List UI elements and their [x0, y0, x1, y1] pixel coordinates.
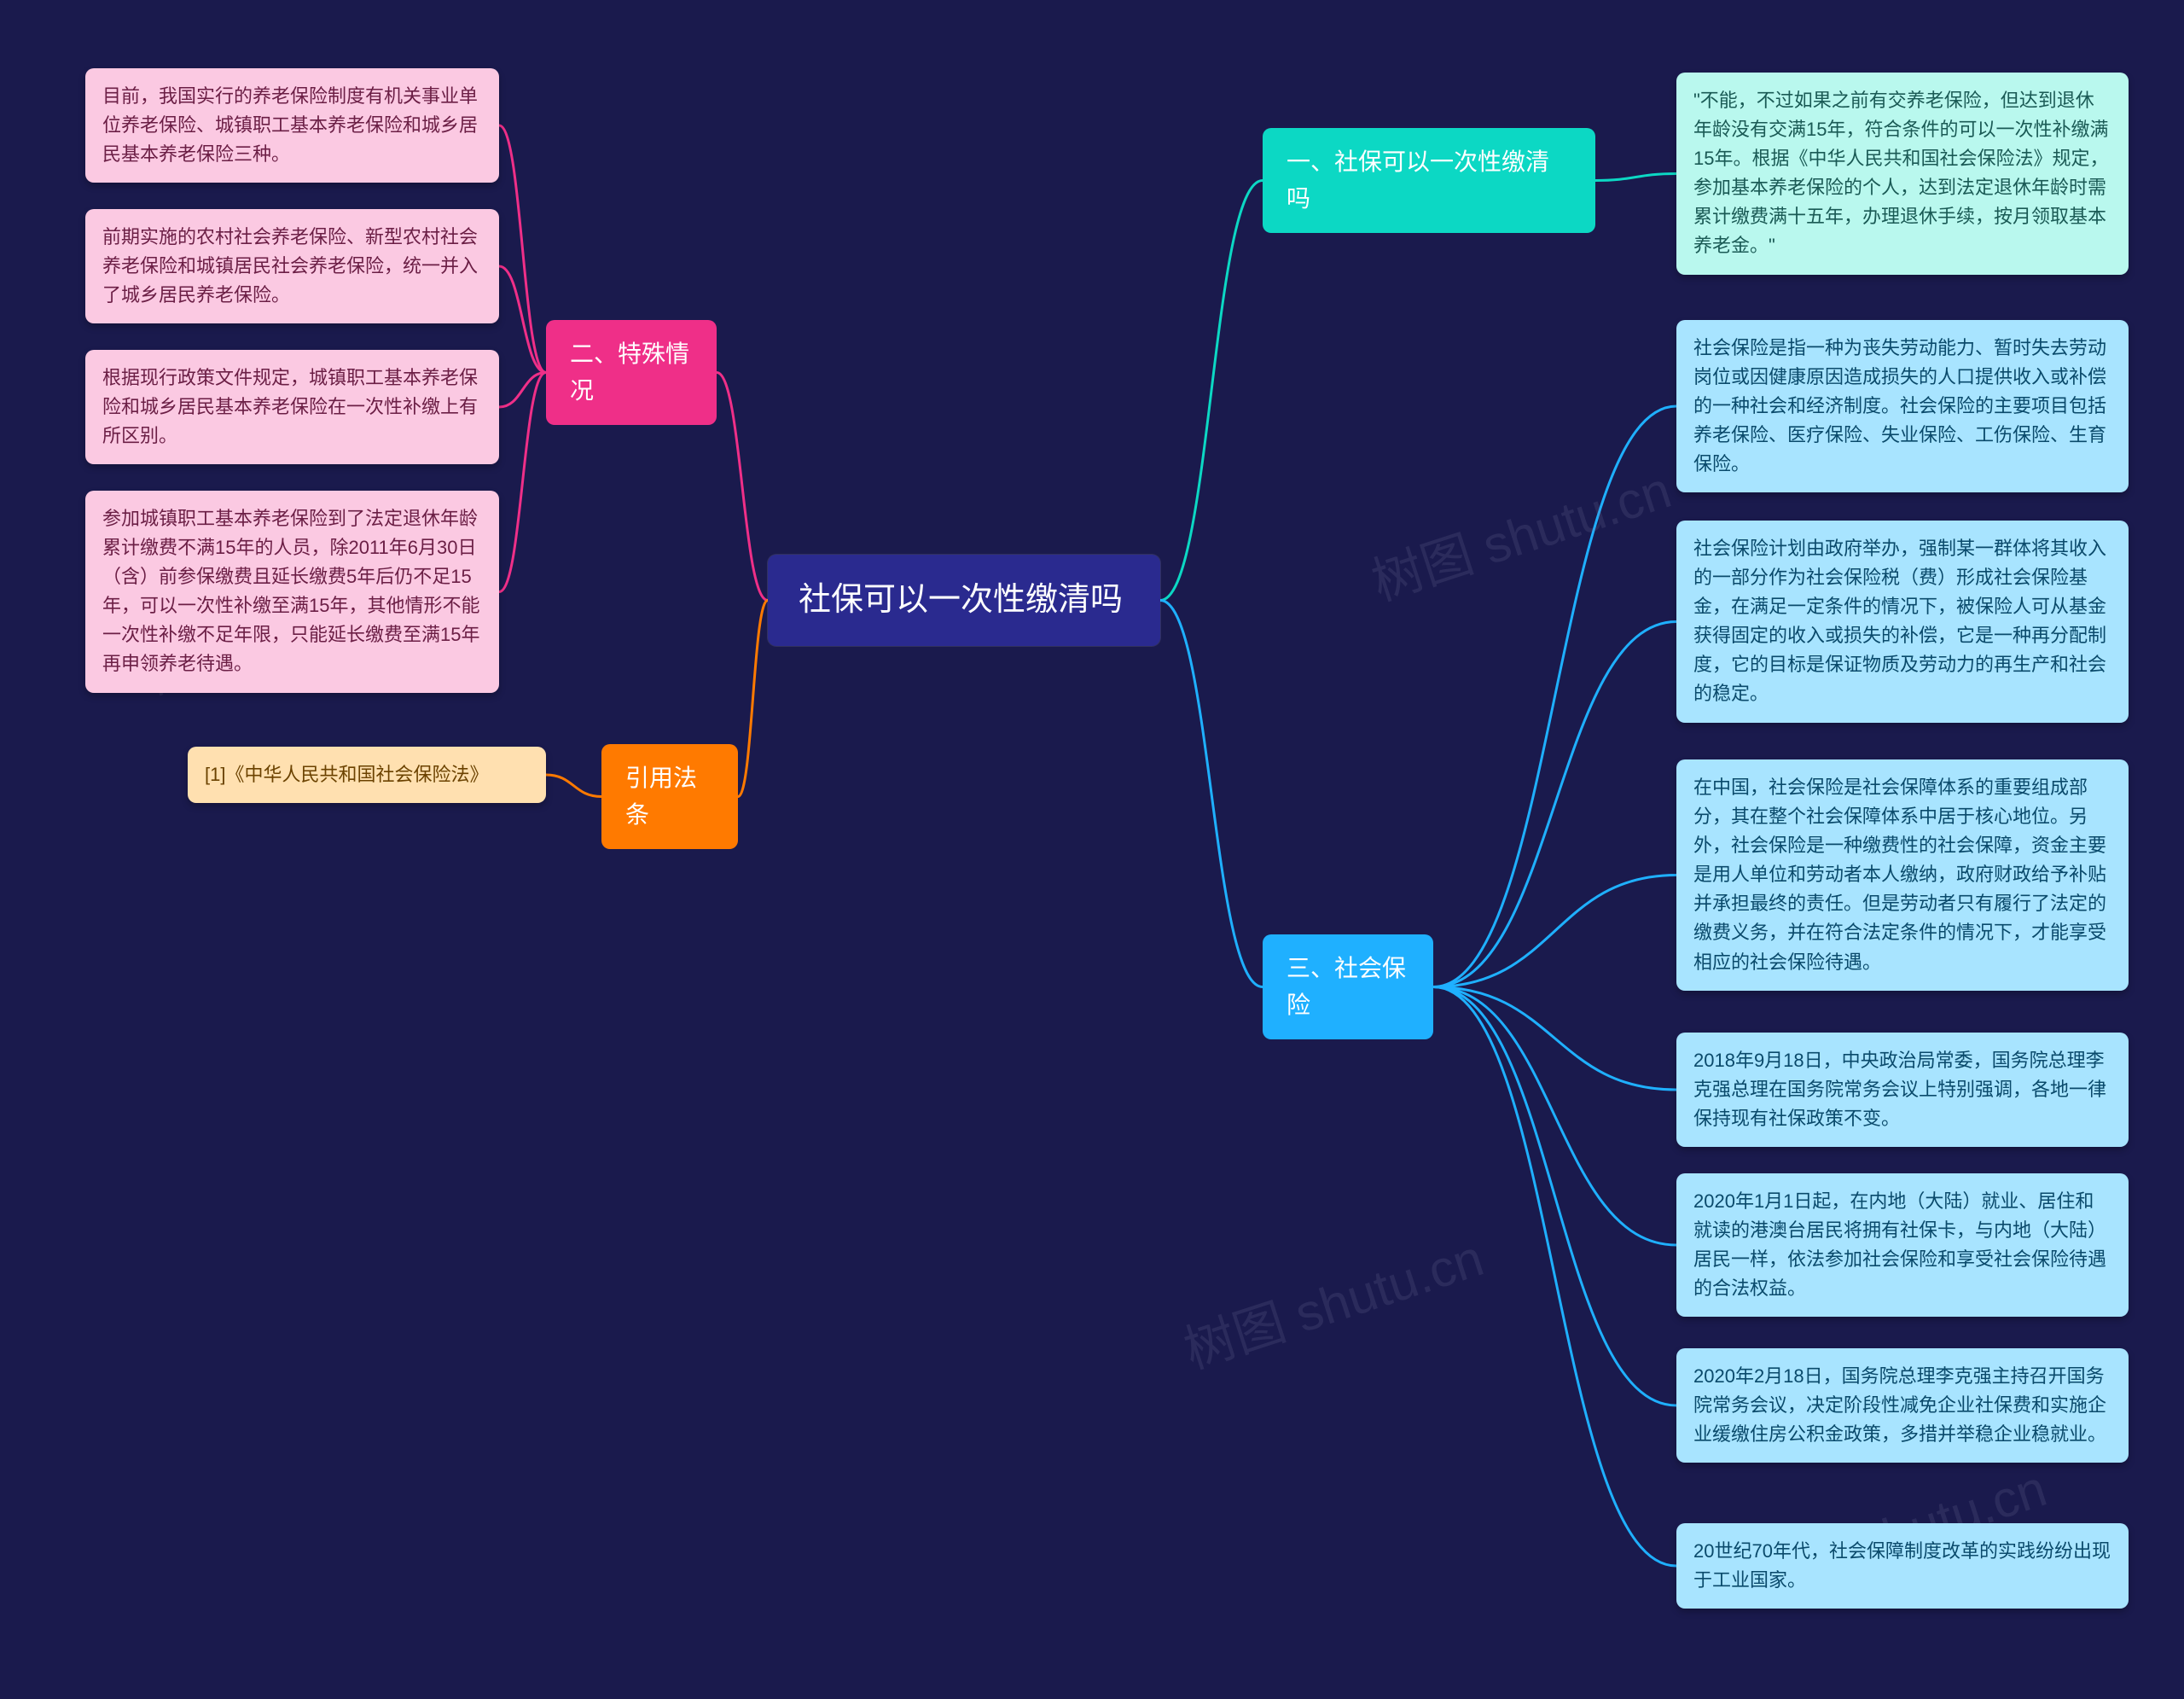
- leaf-b2-1[interactable]: 目前，我国实行的养老保险制度有机关事业单位养老保险、城镇职工基本养老保险和城乡居…: [85, 68, 499, 183]
- connector: [1433, 987, 1676, 1246]
- root-node[interactable]: 社保可以一次性缴清吗: [768, 555, 1160, 646]
- leaf-b3-3[interactable]: 在中国，社会保险是社会保障体系的重要组成部分，其在整个社会保障体系中居于核心地位…: [1676, 759, 2129, 991]
- connector: [717, 373, 768, 601]
- connector: [499, 373, 546, 592]
- connector: [1160, 181, 1263, 601]
- connector: [499, 125, 546, 373]
- leaf-b3-4[interactable]: 2018年9月18日，中央政治局常委，国务院总理李克强总理在国务院常务会议上特别…: [1676, 1033, 2129, 1147]
- connector: [1433, 987, 1676, 1091]
- connector: [499, 373, 546, 408]
- connector: [1433, 622, 1676, 987]
- connector: [1160, 601, 1263, 987]
- connector: [738, 601, 768, 797]
- branch-law[interactable]: 引用法条: [601, 744, 738, 849]
- leaf-b2-2[interactable]: 前期实施的农村社会养老保险、新型农村社会养老保险和城镇居民社会养老保险，统一并入…: [85, 209, 499, 323]
- watermark: 树图 shutu.cn: [1361, 449, 1679, 615]
- leaf-b3-7[interactable]: 20世纪70年代，社会保障制度改革的实践纷纷出现于工业国家。: [1676, 1523, 2129, 1609]
- leaf-b3-6[interactable]: 2020年2月18日，国务院总理李克强主持召开国务院常务会议，决定阶段性减免企业…: [1676, 1348, 2129, 1463]
- leaf-b3-2[interactable]: 社会保险计划由政府举办，强制某一群体将其收入的一部分作为社会保险税（费）形成社会…: [1676, 521, 2129, 723]
- connector: [1433, 987, 1676, 1406]
- leaf-b1-1[interactable]: "不能，不过如果之前有交养老保险，但达到退休年龄没有交满15年，符合条件的可以一…: [1676, 73, 2129, 275]
- connector: [499, 266, 546, 373]
- connector: [1433, 406, 1676, 987]
- branch-2[interactable]: 二、特殊情况: [546, 320, 717, 425]
- branch-3[interactable]: 三、社会保险: [1263, 934, 1433, 1039]
- connector: [546, 775, 601, 797]
- leaf-b3-5[interactable]: 2020年1月1日起，在内地（大陆）就业、居住和就读的港澳台居民将拥有社保卡，与…: [1676, 1173, 2129, 1317]
- connector: [1433, 876, 1676, 987]
- branch-1[interactable]: 一、社保可以一次性缴清吗: [1263, 128, 1595, 233]
- leaf-b2-3[interactable]: 根据现行政策文件规定，城镇职工基本养老保险和城乡居民基本养老保险在一次性补缴上有…: [85, 350, 499, 464]
- watermark: 树图 shutu.cn: [1173, 1217, 1491, 1383]
- connector: [1433, 987, 1676, 1567]
- leaf-b2-4[interactable]: 参加城镇职工基本养老保险到了法定退休年龄累计缴费不满15年的人员，除2011年6…: [85, 491, 499, 693]
- connector: [1595, 174, 1676, 181]
- mindmap-canvas: 树图 shutu.cn 树图 shutu.cn 树图 shutu.cn 树图 s…: [0, 0, 2184, 1699]
- leaf-b3-1[interactable]: 社会保险是指一种为丧失劳动能力、暂时失去劳动岗位或因健康原因造成损失的人口提供收…: [1676, 320, 2129, 492]
- leaf-law-1[interactable]: [1]《中华人民共和国社会保险法》: [188, 747, 546, 803]
